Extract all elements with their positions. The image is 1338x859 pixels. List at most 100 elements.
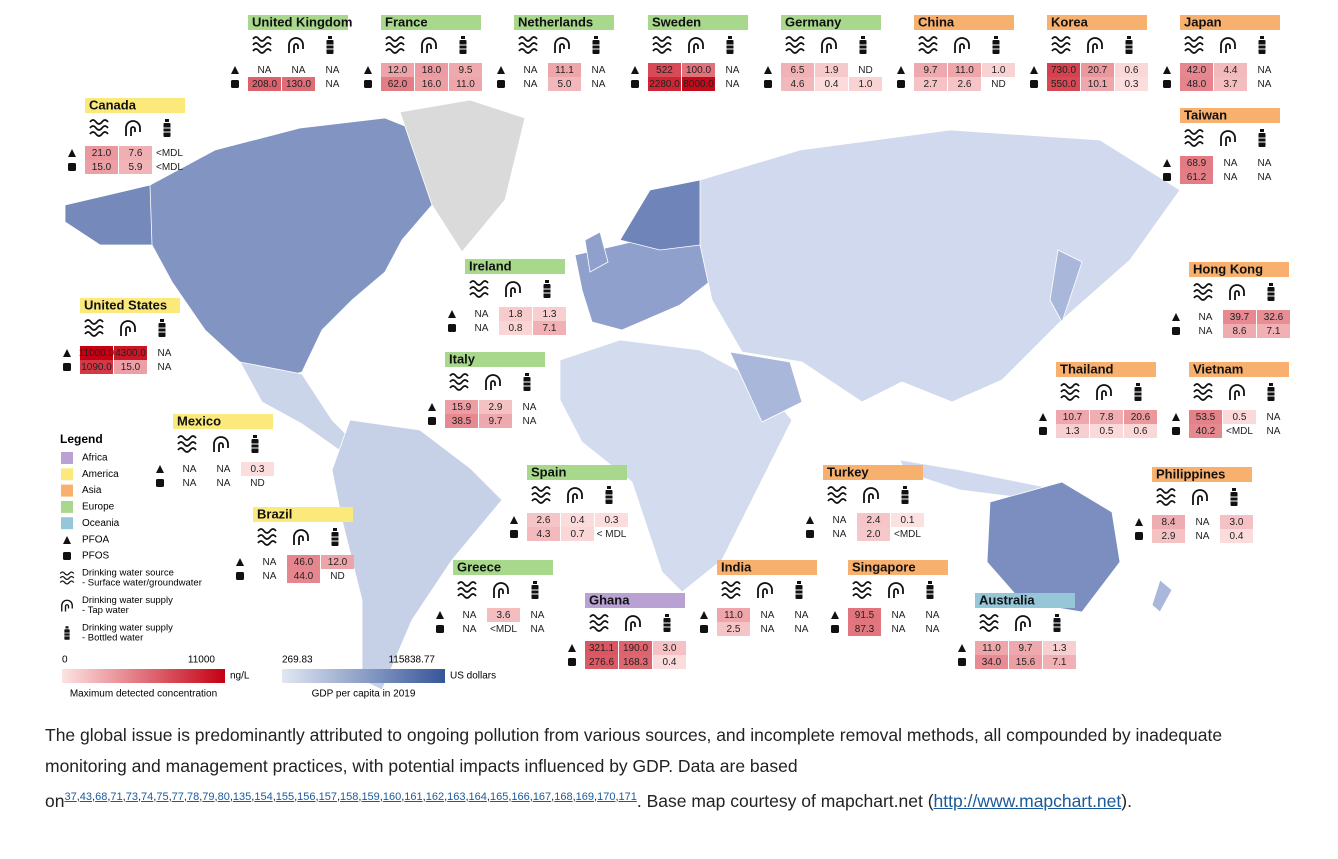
value-cell	[1257, 324, 1290, 338]
cell-value: ND	[858, 65, 872, 76]
ref-link[interactable]: 37	[64, 791, 77, 803]
icon	[589, 614, 609, 632]
ref-link[interactable]: 68	[95, 791, 108, 803]
cell-value: 276.6	[589, 657, 614, 668]
link[interactable]: http://www.mapchart.net	[933, 790, 1122, 811]
value-cell	[948, 77, 981, 91]
value-cell	[445, 414, 478, 428]
value-cell	[815, 77, 848, 91]
ref-link[interactable]: 159	[361, 791, 380, 803]
ref-link[interactable]: 169	[575, 791, 595, 803]
icon	[1051, 36, 1071, 54]
ref-link[interactable]: 77	[171, 791, 184, 803]
legend-label: Oceania	[82, 518, 120, 529]
cell-value: 0.3	[251, 464, 265, 475]
legend-label: Drinking water supply	[82, 623, 173, 634]
ref-link[interactable]: 164	[468, 791, 487, 803]
ref-link[interactable]: 163	[447, 791, 466, 803]
cell-value: 1.8	[509, 309, 523, 320]
ref-link[interactable]: 74	[141, 791, 154, 803]
cell-value: NA	[795, 610, 809, 621]
icon	[852, 581, 872, 599]
cell-value: 11.1	[555, 65, 574, 76]
value-cell	[1214, 77, 1247, 91]
country-name: Sweden	[652, 14, 701, 29]
ref-link[interactable]: 154	[254, 791, 273, 803]
ref-link[interactable]: 155	[275, 791, 295, 803]
ref: ,164	[465, 791, 487, 803]
ref: ,78	[183, 791, 200, 803]
cell-value: 3.0	[663, 643, 677, 654]
ref-link[interactable]: 157	[318, 791, 337, 803]
legend-label: Africa	[82, 453, 108, 464]
pfoa-marker	[631, 66, 639, 74]
ref-link[interactable]: 135	[232, 791, 252, 803]
ref-link[interactable]: 166	[511, 791, 530, 803]
cell-value: 550.0	[1051, 79, 1076, 90]
ref-link[interactable]: 167	[532, 791, 552, 803]
cell-value: NA	[592, 79, 606, 90]
cell-value: NA	[531, 610, 545, 621]
pfos-marker	[764, 80, 772, 88]
ref-link[interactable]: 78	[186, 791, 200, 803]
cell-value: 11.0	[456, 79, 475, 90]
ref-link[interactable]: 168	[554, 791, 573, 803]
legend-label: - Bottled water	[82, 633, 143, 644]
value-cell	[1056, 410, 1089, 424]
value-cell	[648, 77, 681, 91]
cell-value: 20.6	[1131, 412, 1151, 423]
cell-value: NA	[1258, 65, 1272, 76]
country-header	[914, 15, 1014, 30]
ref-link[interactable]: 43	[79, 791, 93, 803]
icon	[1156, 488, 1176, 506]
ref-link[interactable]: 80	[217, 791, 230, 803]
icon	[954, 37, 970, 54]
icon	[926, 580, 934, 600]
value-cell	[1223, 324, 1256, 338]
uk	[584, 231, 609, 273]
ref-link[interactable]: 161	[404, 791, 423, 803]
cell-value: 4.4	[1224, 65, 1238, 76]
value-cell	[1056, 424, 1089, 438]
value-cell	[682, 77, 715, 91]
value-cell	[114, 346, 147, 360]
colorbar-max: 11000	[188, 655, 216, 666]
icon	[721, 581, 741, 599]
cell-value: NA	[1199, 312, 1213, 323]
ref-link[interactable]: 79	[202, 791, 215, 803]
pfos-marker	[1030, 80, 1038, 88]
cell-value: 168.3	[623, 657, 648, 668]
ref-link[interactable]: 160	[382, 791, 402, 803]
ref-link[interactable]: 158	[340, 791, 359, 803]
ref-link[interactable]: 165	[489, 791, 509, 803]
value-cell	[499, 307, 532, 321]
cell-value: 0.3	[1125, 79, 1139, 90]
pfos-marker	[156, 479, 164, 487]
cell-value: NA	[592, 65, 606, 76]
ref-link[interactable]: 171	[618, 791, 637, 803]
icon	[1184, 129, 1204, 147]
ref-link[interactable]: 71	[110, 791, 123, 803]
ref-link[interactable]: 156	[297, 791, 316, 803]
icon	[795, 580, 803, 600]
pfoa-marker	[236, 558, 244, 566]
value-cell	[848, 608, 881, 622]
ref-link[interactable]: 170	[597, 791, 616, 803]
ref-link[interactable]: 162	[425, 791, 445, 803]
ref-link[interactable]: 73	[125, 791, 138, 803]
icon	[120, 320, 136, 337]
ref-link[interactable]: 75	[156, 791, 169, 803]
value-cell	[717, 622, 750, 636]
colorbar	[282, 669, 445, 683]
cell-value: 0.7	[571, 529, 585, 540]
value-cell	[595, 513, 628, 527]
ref: ,168	[551, 791, 573, 803]
south-america	[331, 419, 503, 691]
pfoa-marker	[497, 66, 505, 74]
cell-value: 10.7	[1063, 412, 1083, 423]
country-name: Hong Kong	[1193, 261, 1263, 276]
country-name: India	[721, 559, 752, 574]
cell-value: 1.0	[992, 65, 1006, 76]
ref: ,167	[529, 791, 552, 803]
